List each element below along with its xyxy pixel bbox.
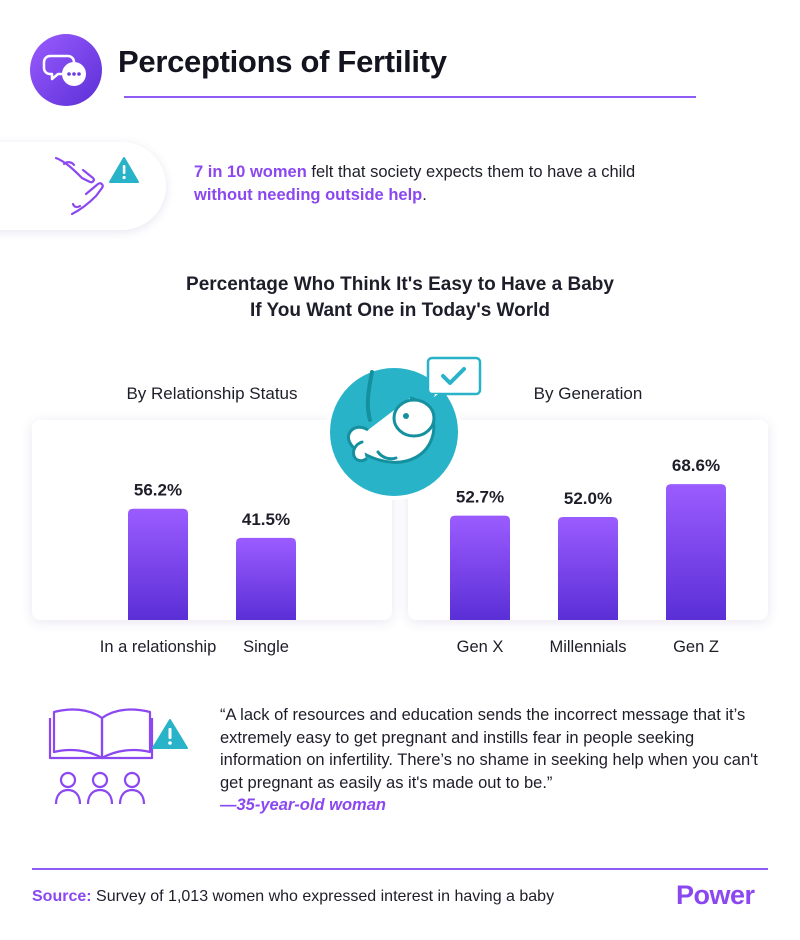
stat-highlight-1: 7 in 10 women <box>194 163 307 181</box>
bar-millennials <box>558 517 618 620</box>
source-text: Survey of 1,013 women who expressed inte… <box>91 888 555 905</box>
stat-text: 7 in 10 women felt that society expects … <box>194 161 714 207</box>
bar-single <box>236 537 296 620</box>
stat-text-1: felt that society expects them to have a… <box>306 163 636 181</box>
bar-in-a-relationship <box>128 508 188 620</box>
quote-attribution: —35-year-old woman <box>220 796 386 814</box>
chat-bubbles-icon <box>30 34 102 106</box>
chart-title-relationship: By Relationship Status <box>126 384 298 403</box>
chart-title-line-1: Percentage Who Think It's Easy to Have a… <box>186 274 614 295</box>
category-label: Single <box>243 638 289 656</box>
bar-value-label: 41.5% <box>242 510 290 529</box>
fetus-checkmark-icon <box>326 356 482 500</box>
chart-title-line-2: If You Want One in Today's World <box>249 300 551 321</box>
category-label: Gen Z <box>673 638 719 656</box>
category-label: In a relationship <box>100 638 217 656</box>
bar-value-label: 68.6% <box>672 456 720 475</box>
bar-gen-z <box>666 484 726 620</box>
stat-icon-card <box>0 142 166 230</box>
chart-title: Percentage Who Think It's Easy to Have a… <box>100 272 700 324</box>
footer-divider <box>32 868 768 870</box>
bar-gen-x <box>450 515 510 620</box>
quote-text: “A lack of resources and education sends… <box>220 706 758 792</box>
title-divider <box>124 96 696 98</box>
bar-value-label: 52.0% <box>564 489 612 508</box>
chart-title-generation: By Generation <box>533 384 643 403</box>
bar-value-label: 52.7% <box>456 488 504 507</box>
stat-text-2: . <box>422 186 427 204</box>
source-label: Source: <box>32 888 92 905</box>
bar-value-label: 56.2% <box>134 481 182 500</box>
book-audience-warning-icon <box>48 708 188 805</box>
page-title: Perceptions of Fertility <box>118 44 447 79</box>
category-label: Millennials <box>549 638 626 656</box>
hands-warning-icon <box>54 156 139 216</box>
category-label: Gen X <box>457 638 504 656</box>
power-logo: Power <box>676 880 755 910</box>
stat-highlight-2: without needing outside help <box>194 186 423 204</box>
source-note: Source: Survey of 1,013 women who expres… <box>32 888 554 906</box>
